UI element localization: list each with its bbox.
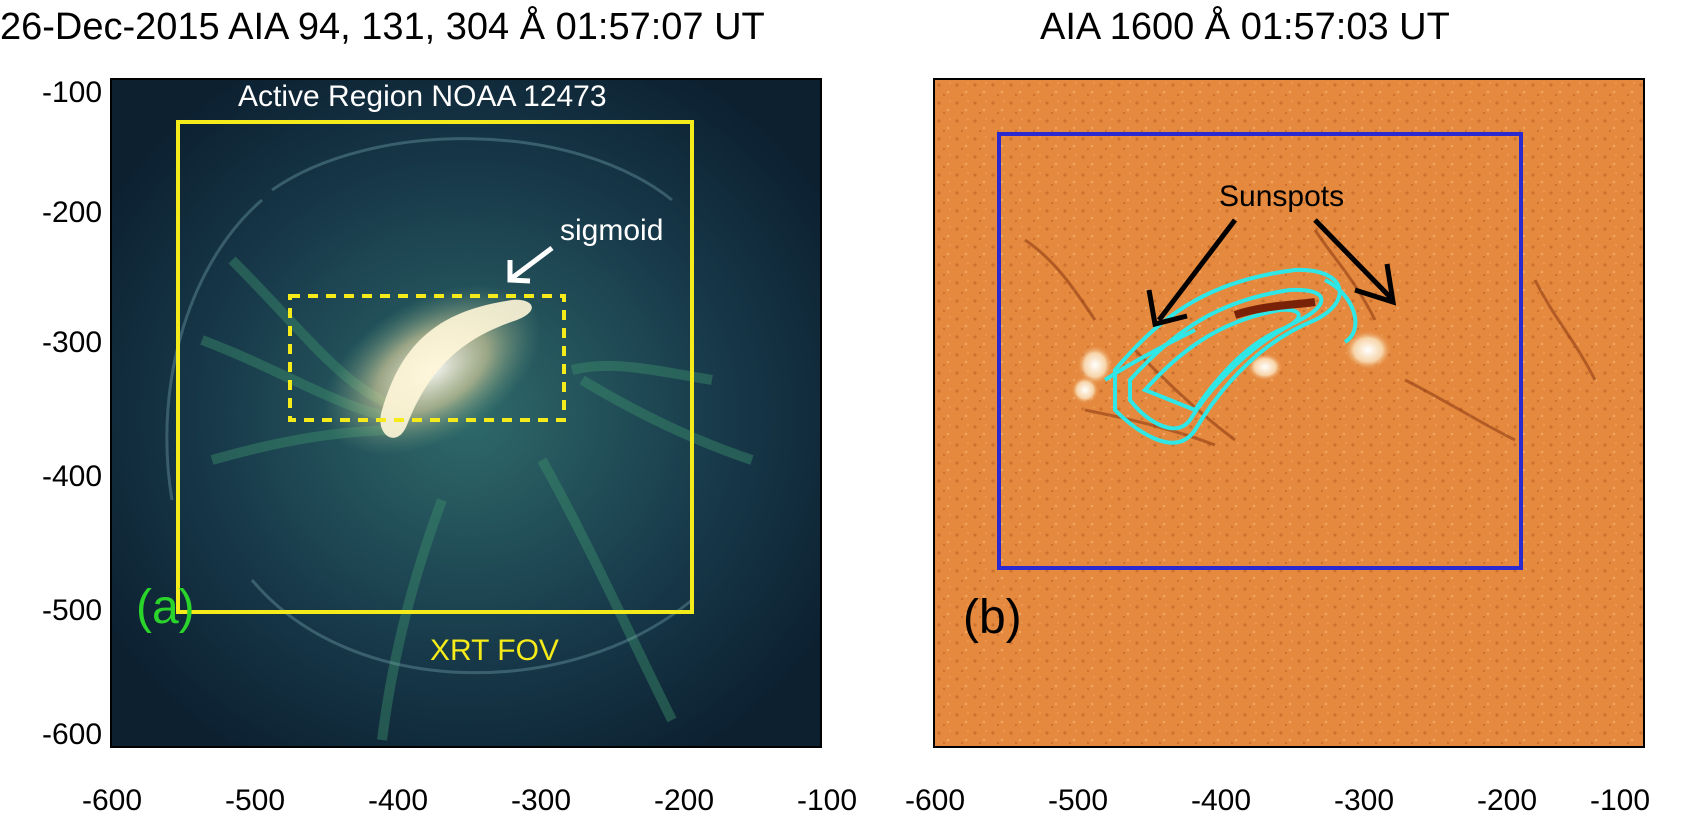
x-tick-right: -300 bbox=[1333, 784, 1395, 817]
y-tick: -200 bbox=[41, 196, 102, 229]
panel-label-a: (a) bbox=[136, 581, 195, 634]
blue-box bbox=[997, 132, 1523, 570]
x-tick-left: -200 bbox=[653, 784, 715, 817]
y-tick: -100 bbox=[41, 76, 102, 109]
x-tick-right: -400 bbox=[1190, 784, 1252, 817]
euv-image bbox=[112, 80, 820, 746]
y-tick: -600 bbox=[41, 718, 102, 751]
right-panel-title: AIA 1600 Å 01:57:03 UT bbox=[1040, 6, 1450, 48]
y-tick: -400 bbox=[41, 460, 102, 493]
xrt-fov-box bbox=[176, 120, 694, 614]
sunspot-arrows bbox=[1146, 218, 1397, 328]
aia-euv-image-panel: Active Region NOAA 12473 sigmoid XRT FOV… bbox=[110, 78, 822, 748]
x-tick-right: -100 bbox=[1589, 784, 1651, 817]
left-panel-title: 26-Dec-2015 AIA 94, 131, 304 Å 01:57:07 … bbox=[0, 6, 765, 48]
active-region-label: Active Region NOAA 12473 bbox=[238, 80, 607, 113]
sigmoid-label: sigmoid bbox=[560, 214, 664, 247]
uv-image bbox=[935, 80, 1643, 746]
x-tick-left: -100 bbox=[796, 784, 858, 817]
x-tick-left: -500 bbox=[224, 784, 286, 817]
xrt-fov-label: XRT FOV bbox=[430, 634, 559, 667]
x-tick-left: -300 bbox=[510, 784, 572, 817]
aia-1600-image-panel: Sunspots (b) bbox=[933, 78, 1645, 748]
y-tick: -300 bbox=[41, 326, 102, 359]
sigmoid-arrow bbox=[507, 246, 554, 284]
sunspots-label: Sunspots bbox=[1219, 180, 1345, 213]
y-tick: -500 bbox=[41, 594, 102, 627]
x-tick-left: -400 bbox=[367, 784, 429, 817]
contours bbox=[1103, 267, 1358, 445]
x-tick-left: -600 bbox=[81, 784, 143, 817]
x-tick-right: -500 bbox=[1047, 784, 1109, 817]
x-tick-right: -200 bbox=[1476, 784, 1538, 817]
panel-label-b: (b) bbox=[963, 591, 1022, 644]
x-tick-right: -600 bbox=[904, 784, 966, 817]
